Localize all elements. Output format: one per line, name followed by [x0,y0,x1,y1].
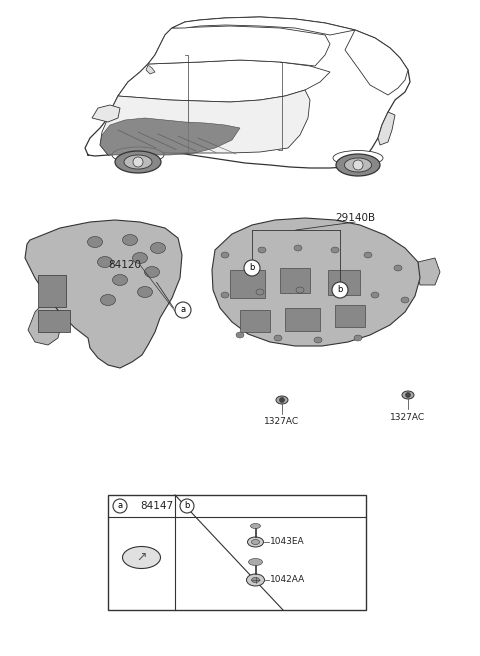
Circle shape [113,499,127,513]
Polygon shape [100,118,240,155]
Ellipse shape [252,539,260,544]
Ellipse shape [247,574,264,586]
Text: b: b [249,264,255,272]
Ellipse shape [364,252,372,258]
Ellipse shape [124,155,152,169]
Ellipse shape [132,253,147,264]
Ellipse shape [112,274,128,285]
Ellipse shape [248,537,264,547]
Text: ↗: ↗ [136,551,147,564]
Polygon shape [418,258,440,285]
Ellipse shape [144,266,159,277]
Ellipse shape [296,287,304,293]
Polygon shape [378,112,395,145]
Ellipse shape [331,247,339,253]
Bar [285,308,320,331]
Ellipse shape [151,243,166,253]
Ellipse shape [221,252,229,258]
Ellipse shape [333,150,383,165]
Text: 84147: 84147 [141,501,174,511]
Ellipse shape [401,297,409,303]
Bar [240,310,270,332]
Ellipse shape [274,335,282,341]
Ellipse shape [251,523,261,529]
Ellipse shape [252,577,260,583]
Text: 84120: 84120 [108,260,142,270]
Ellipse shape [336,154,380,176]
Ellipse shape [334,289,342,295]
Ellipse shape [294,245,302,251]
Polygon shape [100,90,310,155]
Ellipse shape [402,391,414,399]
Bar [38,310,70,332]
Text: b: b [337,285,343,295]
Circle shape [244,260,260,276]
Ellipse shape [221,292,229,298]
Ellipse shape [249,558,263,565]
Bar [108,495,366,610]
Text: a: a [118,501,122,510]
Circle shape [133,157,143,167]
Circle shape [406,392,410,398]
Text: a: a [180,306,186,314]
Ellipse shape [354,335,362,341]
Text: 1043EA: 1043EA [269,537,304,546]
Polygon shape [345,30,408,95]
Circle shape [279,398,285,403]
Bar [280,268,310,293]
Bar [230,270,265,298]
Ellipse shape [371,292,379,298]
Text: 1042AA: 1042AA [269,575,305,584]
Ellipse shape [394,265,402,271]
Polygon shape [28,298,62,345]
Ellipse shape [258,247,266,253]
Polygon shape [25,220,182,368]
Ellipse shape [276,396,288,404]
Ellipse shape [137,287,153,298]
Polygon shape [172,17,355,35]
Ellipse shape [236,332,244,338]
Ellipse shape [256,289,264,295]
Circle shape [332,282,348,298]
Polygon shape [212,218,420,346]
Bar [38,275,66,307]
Bar [328,270,360,295]
Text: 1327AC: 1327AC [390,413,426,422]
Polygon shape [92,105,120,122]
Ellipse shape [100,295,116,306]
Ellipse shape [122,234,137,245]
Ellipse shape [115,151,161,173]
Text: 29140B: 29140B [335,213,375,223]
Bar [335,305,365,327]
Polygon shape [146,65,155,74]
Ellipse shape [87,237,103,247]
Circle shape [353,160,363,170]
Circle shape [175,302,191,318]
Text: 1327AC: 1327AC [264,417,300,426]
Circle shape [180,499,194,513]
Ellipse shape [345,158,372,172]
Text: b: b [184,501,190,510]
Ellipse shape [112,147,164,163]
Polygon shape [118,60,330,102]
Ellipse shape [97,256,112,268]
Polygon shape [148,26,330,66]
Ellipse shape [122,546,160,569]
Ellipse shape [314,337,322,343]
